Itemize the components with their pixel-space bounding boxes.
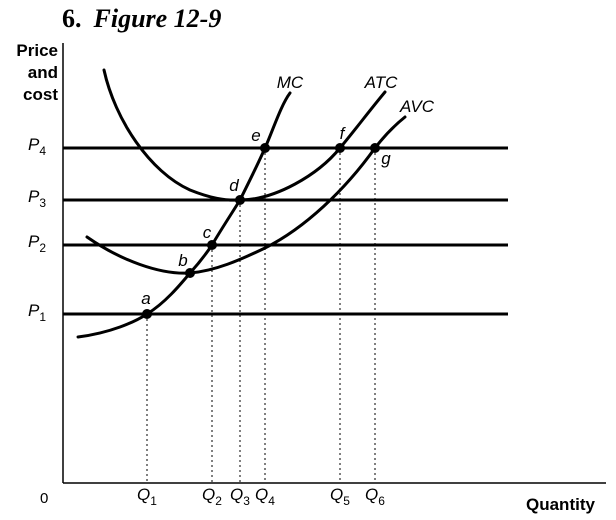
curve-label-avc: AVC (399, 97, 435, 116)
point-label-b: b (178, 251, 187, 270)
quantity-label-q6: Q6 (365, 485, 385, 508)
quantity-label-q3: Q3 (230, 485, 250, 508)
quantity-label-q2: Q2 (202, 485, 222, 508)
point-b (185, 268, 195, 278)
y-axis-label-line: Price (16, 41, 58, 60)
price-lines (63, 146, 508, 316)
point-label-d: d (229, 176, 239, 195)
point-c (207, 240, 217, 250)
y-axis-label-line: cost (23, 85, 58, 104)
point-e (260, 143, 270, 153)
curve-label-mc: MC (277, 73, 304, 92)
axes (62, 43, 606, 484)
origin-label: 0 (40, 490, 49, 507)
point-label-g: g (381, 149, 391, 168)
point-d (235, 195, 245, 205)
quantity-label-q4: Q4 (255, 485, 275, 508)
price-label-p2: P2 (28, 232, 46, 255)
price-label-p1: P1 (28, 301, 46, 324)
point-label-c: c (203, 223, 212, 242)
curve-label-atc: ATC (364, 73, 398, 92)
figure-name: Figure 12-9 (93, 4, 222, 33)
point-label-f: f (340, 124, 347, 143)
point-label-e: e (251, 126, 260, 145)
price-label-p3: P3 (28, 187, 46, 210)
dotted-guides (146, 148, 376, 483)
y-axis-label: Price and cost (8, 40, 58, 106)
point-f (335, 143, 345, 153)
question-number: 6. (62, 4, 82, 33)
price-label-p4: P4 (28, 135, 46, 158)
point-a (142, 309, 152, 319)
y-axis-label-line: and (27, 63, 58, 82)
quantity-label-q5: Q5 (330, 485, 350, 508)
figure-title: 6. Figure 12-9 (62, 4, 221, 34)
x-axis-label: Quantity (526, 495, 595, 514)
point-g (370, 143, 380, 153)
points (142, 143, 380, 319)
point-label-a: a (141, 289, 150, 308)
curve-avc (85, 115, 407, 275)
quantity-label-q1: Q1 (137, 485, 157, 508)
